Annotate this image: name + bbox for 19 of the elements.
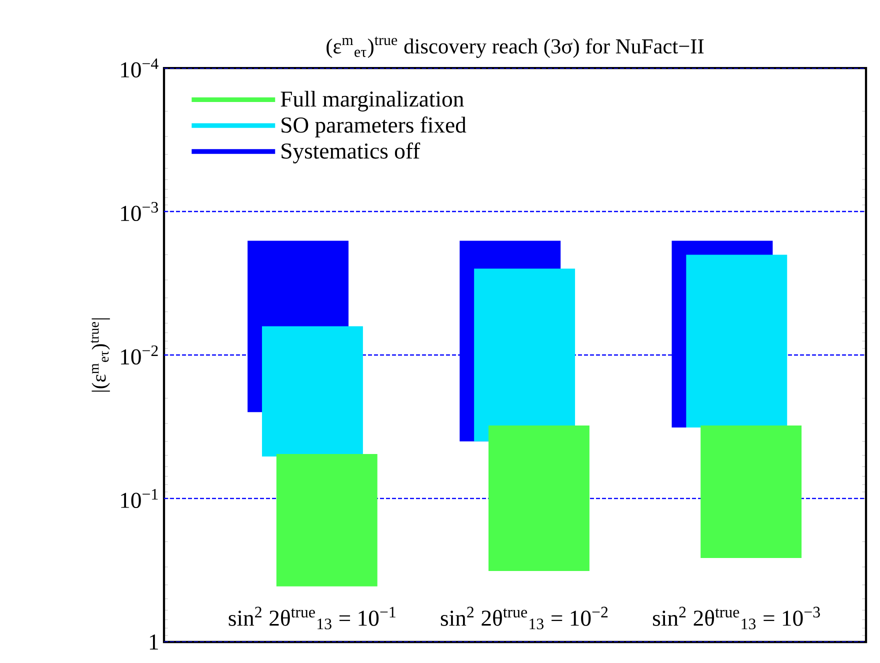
x-tick-label: sin$^{2}$ 2θ$^{true}$$_{13}$ = 10$^{−2}$ [440,606,608,630]
y-tick-label: 1 [150,634,158,650]
bar [686,254,788,428]
chart-title: (ε$^{m}$$_{eτ}$)$^{true}$ discovery reach (3σ) for NuFact−II [326,36,704,58]
bar [262,326,363,457]
legend-label: Full marginalization [280,90,464,112]
x-tick-label: sin$^{2}$ 2θ$^{true}$$_{13}$ = 10$^{−1}$ [228,606,396,630]
y-tick-label: 10$^{−2}$ [121,345,158,365]
y-tick-label: 10$^{−3}$ [121,202,158,222]
x-tick-label: sin$^{2}$ 2θ$^{true}$$_{13}$ = 10$^{−3}$ [653,606,820,630]
legend-label: Systematics off [282,142,420,164]
y-axis-title: |(ε$^{m}$$_{eτ}$)$^{true}$| [90,318,110,392]
bar [276,454,378,586]
bar [700,426,802,558]
y-tick-label: 10$^{−1}$ [121,488,158,508]
bar [474,268,576,442]
legend-label: SO parameters fixed [282,116,466,138]
y-tick-label: 10$^{−4}$ [121,58,158,78]
bar [488,426,590,571]
